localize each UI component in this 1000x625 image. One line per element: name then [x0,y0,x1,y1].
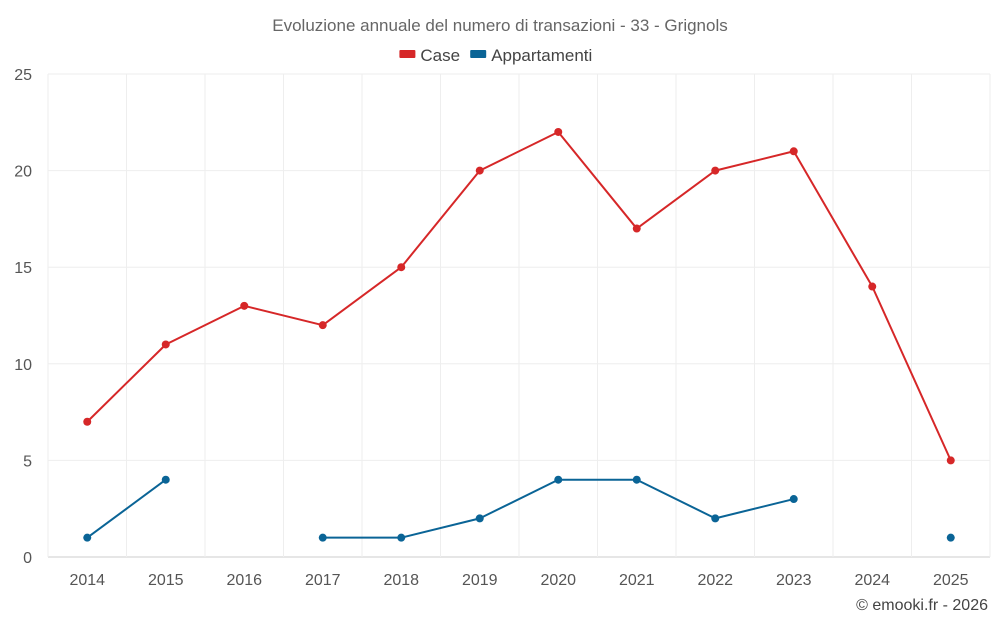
x-tick-label: 2015 [148,572,184,589]
data-point[interactable] [397,533,406,542]
data-point[interactable] [161,340,170,349]
series-1 [83,475,955,542]
chart-title: Evoluzione annuale del numero di transaz… [272,16,727,35]
data-point[interactable] [711,166,720,175]
y-tick-label: 20 [14,164,32,181]
data-point[interactable] [711,514,720,523]
series-0 [83,127,955,465]
series-layer [83,127,955,542]
data-point[interactable] [397,263,406,272]
series-line [86,130,952,461]
legend: Case Appartamenti [399,46,592,65]
x-tick-label: 2016 [226,572,262,589]
data-point[interactable] [83,417,92,426]
data-point[interactable] [475,166,484,175]
legend-swatch [470,50,487,58]
x-tick-label: 2021 [619,572,655,589]
y-tick-label: 5 [23,453,32,470]
data-point[interactable] [554,475,563,484]
y-axis-ticks: 0 5 10 15 20 25 [14,67,32,567]
y-tick-label: 10 [14,357,32,374]
x-tick-label: 2014 [69,572,105,589]
series-line [322,478,794,539]
y-tick-label: 15 [14,260,32,277]
y-tick-label: 25 [14,67,32,84]
data-point[interactable] [946,456,955,465]
data-point[interactable] [868,282,877,291]
data-point[interactable] [240,301,249,310]
credit-text: © emooki.fr - 2026 [856,597,988,614]
data-point[interactable] [83,533,92,542]
y-tick-label: 0 [23,550,32,567]
data-point[interactable] [318,321,327,330]
legend-item-0[interactable]: Case [399,46,460,65]
x-axis-ticks: 2014 2015 2016 2017 2018 2019 2020 2021 2022 2023… [69,572,968,589]
data-point[interactable] [789,147,798,156]
legend-label: Appartamenti [491,46,592,65]
x-tick-label: 2017 [305,572,341,589]
data-point[interactable] [318,533,327,542]
legend-label: Case [420,46,460,65]
series-line [86,478,167,539]
data-point[interactable] [554,127,563,136]
data-point[interactable] [789,495,798,504]
data-point[interactable] [632,224,641,233]
x-tick-label: 2018 [383,572,419,589]
x-tick-label: 2019 [462,572,498,589]
data-point[interactable] [632,475,641,484]
data-point[interactable] [946,533,955,542]
data-point[interactable] [475,514,484,523]
legend-item-1[interactable]: Appartamenti [470,46,592,65]
x-tick-label: 2025 [933,572,969,589]
x-tick-label: 2023 [776,572,812,589]
grid-lines [47,73,991,558]
x-tick-label: 2020 [540,572,576,589]
x-tick-label: 2022 [697,572,733,589]
data-point[interactable] [161,475,170,484]
legend-swatch [399,50,416,58]
x-tick-label: 2024 [854,572,890,589]
